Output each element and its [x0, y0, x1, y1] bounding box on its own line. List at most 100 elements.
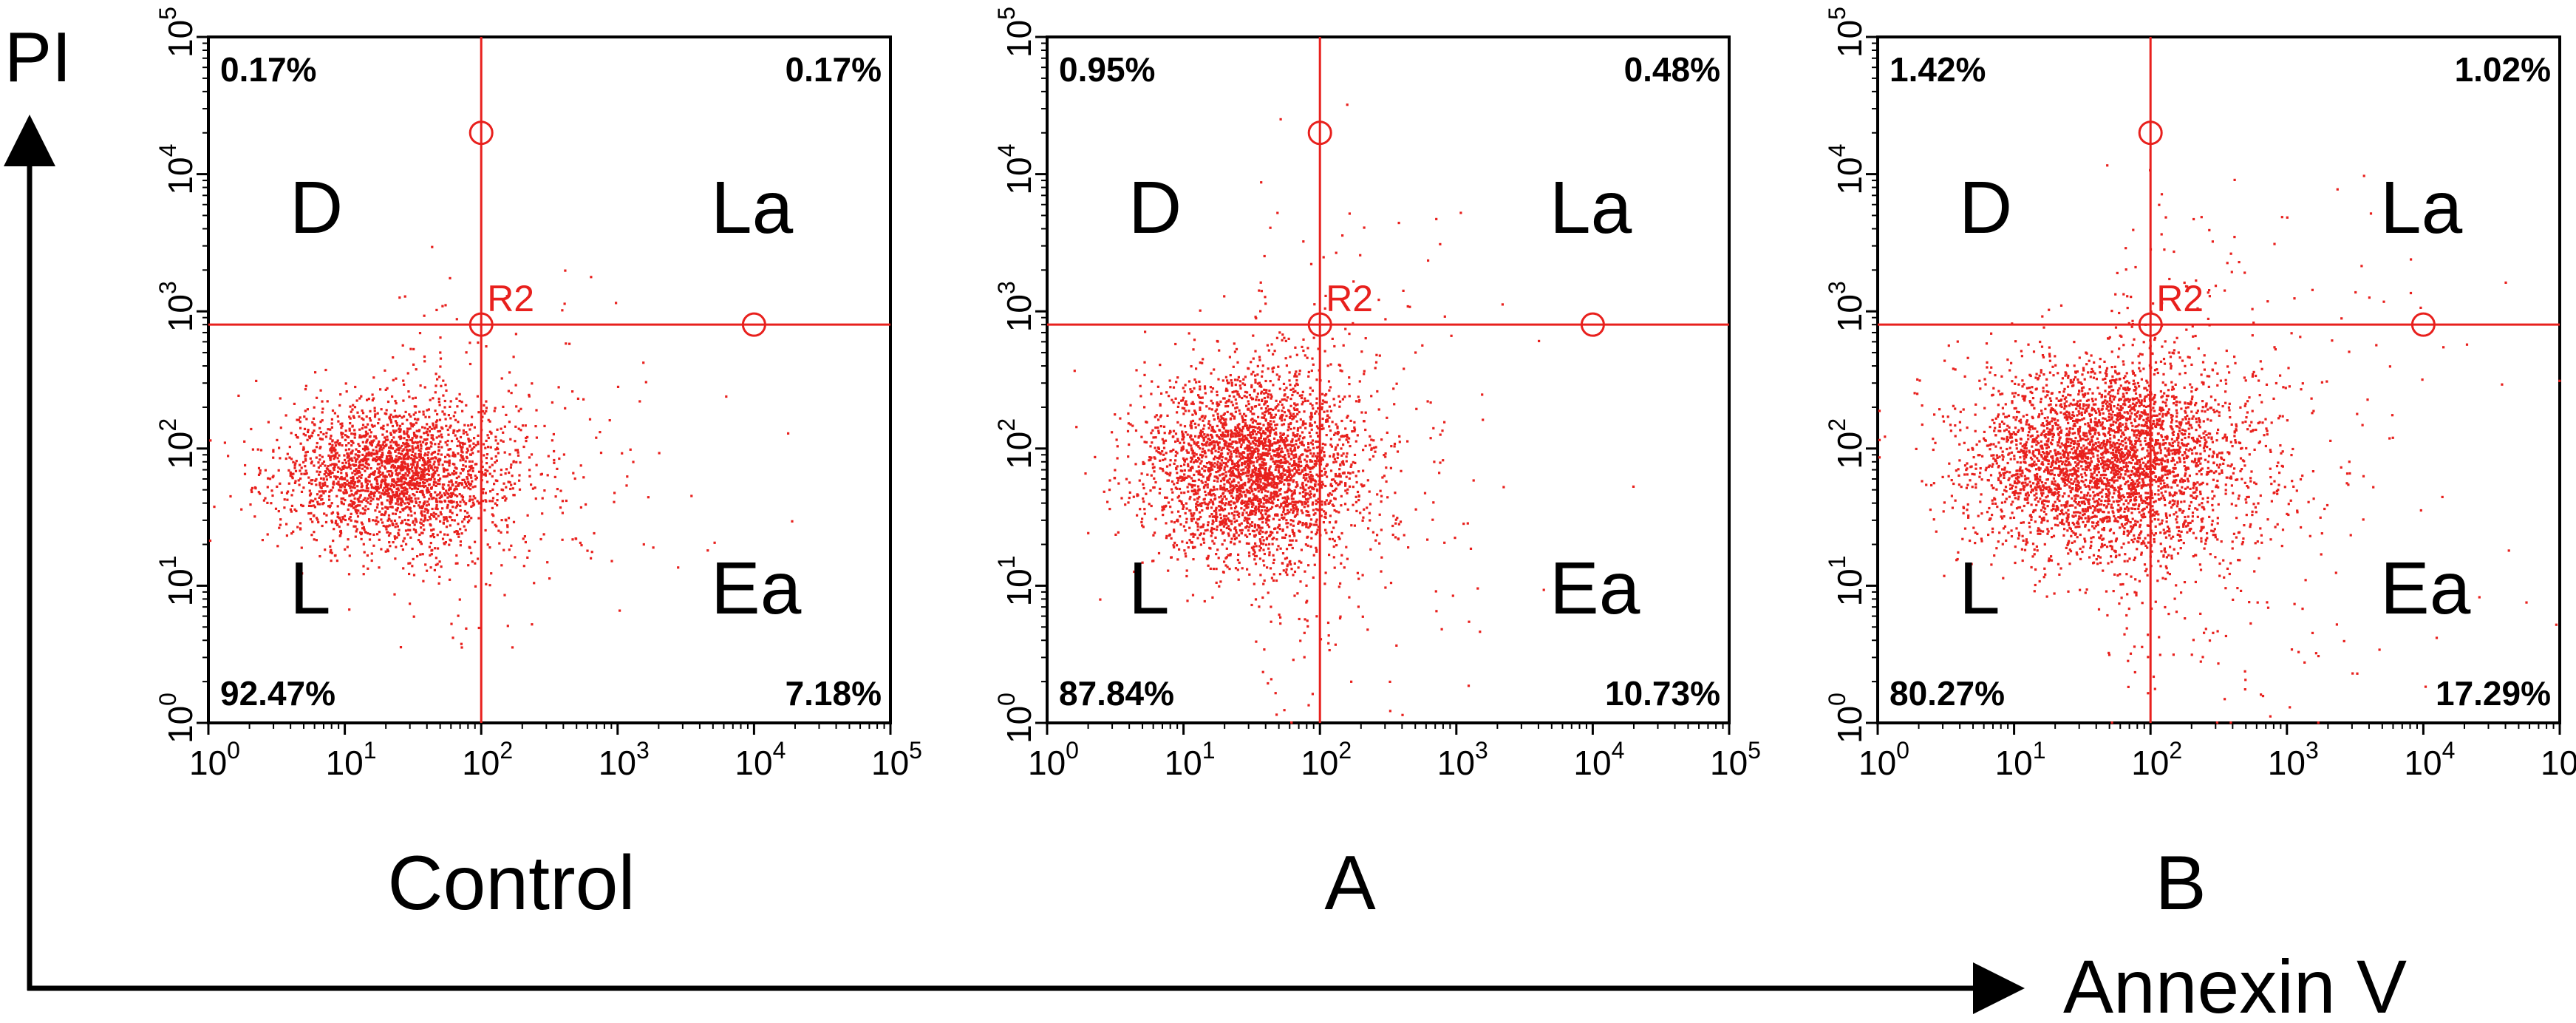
data-point: [1306, 449, 1309, 452]
data-point: [458, 429, 461, 432]
data-point: [1291, 469, 1294, 472]
data-point: [318, 503, 321, 506]
data-point: [1246, 500, 1249, 503]
data-point: [1129, 404, 1132, 407]
data-point: [448, 464, 451, 467]
data-point: [1175, 544, 1179, 547]
data-point: [510, 544, 513, 547]
data-point: [437, 435, 440, 438]
data-point: [1186, 599, 1189, 602]
data-point: [443, 494, 447, 497]
data-point: [387, 514, 391, 517]
data-point: [350, 519, 352, 522]
data-point: [409, 529, 412, 531]
data-point: [452, 415, 455, 418]
data-point: [1317, 497, 1320, 500]
data-point: [1293, 534, 1296, 537]
data-point: [1247, 403, 1250, 406]
data-point: [466, 485, 468, 488]
data-point: [345, 390, 348, 393]
data-point: [418, 506, 421, 509]
data-point: [1197, 472, 1200, 476]
data-point: [259, 449, 263, 452]
data-point: [1223, 539, 1226, 542]
data-point: [1185, 569, 1188, 572]
data-point: [335, 494, 338, 497]
data-point: [420, 468, 423, 471]
data-point: [1211, 596, 1214, 599]
data-point: [422, 410, 425, 413]
data-point: [1238, 459, 1241, 462]
data-point: [1210, 434, 1213, 437]
data-point: [380, 548, 383, 551]
data-point: [1200, 473, 1203, 476]
data-point: [395, 492, 399, 495]
data-point: [1192, 535, 1195, 538]
data-point: [542, 533, 545, 536]
data-point: [1346, 436, 1349, 439]
data-point: [1306, 625, 1309, 628]
data-point: [395, 494, 398, 497]
data-point: [1233, 510, 1236, 513]
data-point: [468, 341, 471, 344]
data-point: [1165, 471, 1168, 475]
data-point: [1115, 438, 1118, 441]
data-point: [310, 534, 313, 537]
data-point: [1197, 424, 1200, 426]
data-point: [1227, 481, 1231, 484]
data-point: [1256, 524, 1259, 527]
data-point: [386, 424, 389, 426]
data-point: [387, 517, 390, 520]
data-point: [1352, 322, 1355, 324]
data-point: [300, 472, 303, 475]
data-point: [422, 524, 425, 527]
data-point: [386, 435, 389, 438]
data-point: [375, 489, 379, 492]
data-point: [326, 400, 329, 403]
data-point: [401, 492, 404, 495]
data-point: [1295, 378, 1298, 382]
data-point: [243, 440, 246, 443]
data-point: [352, 441, 355, 444]
data-point: [516, 449, 519, 452]
data-point: [410, 497, 413, 500]
data-point: [1224, 503, 1227, 506]
data-point: [365, 484, 368, 487]
data-point: [1260, 181, 1263, 184]
data-point: [367, 458, 369, 460]
data-point: [450, 494, 454, 497]
data-point: [459, 472, 462, 475]
data-point: [1222, 397, 1225, 400]
data-point: [1304, 618, 1306, 621]
data-point: [496, 504, 499, 507]
data-point: [306, 450, 309, 453]
data-point: [1315, 518, 1318, 521]
data-point: [410, 514, 413, 517]
data-point: [402, 379, 405, 382]
data-point: [1279, 438, 1282, 442]
data-point: [307, 512, 310, 515]
data-point: [1263, 579, 1266, 582]
data-point: [384, 460, 387, 464]
data-point: [1292, 434, 1295, 437]
data-point: [313, 531, 316, 534]
data-point: [458, 444, 461, 447]
data-point: [367, 531, 369, 535]
data-point: [1230, 500, 1233, 503]
data-point: [1303, 410, 1306, 413]
x-tick-base: 10: [735, 744, 772, 782]
data-point: [350, 432, 353, 435]
data-point: [1258, 403, 1261, 406]
data-point: [1193, 441, 1196, 443]
data-point: [1332, 460, 1335, 464]
data-point: [1250, 474, 1253, 477]
data-point: [477, 341, 480, 344]
data-point: [385, 458, 388, 460]
data-point: [1264, 475, 1267, 477]
data-point: [443, 518, 446, 521]
data-point: [467, 470, 470, 473]
data-point: [390, 495, 393, 498]
data-point: [1293, 460, 1296, 463]
data-point: [1185, 458, 1188, 460]
data-point: [429, 535, 432, 538]
